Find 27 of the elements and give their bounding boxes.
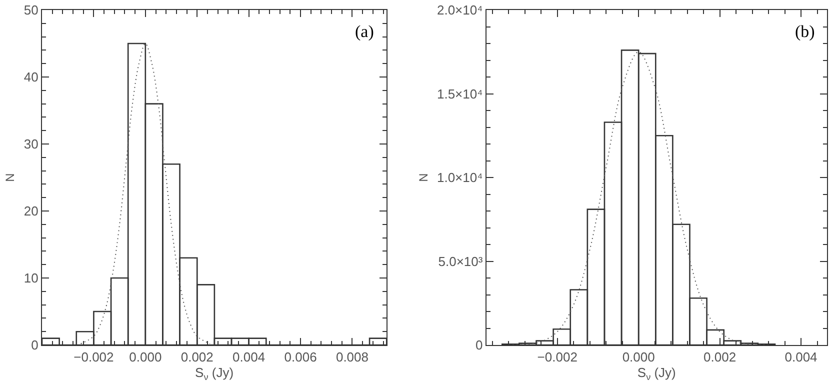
y-tick-label: 50 xyxy=(24,2,38,18)
y-axis-title: N xyxy=(416,173,430,182)
y-tick-label: 0 xyxy=(475,338,483,353)
y-tick-label: 2.0×10⁴ xyxy=(436,2,483,18)
x-tick-label: −0.002 xyxy=(537,350,578,365)
y-axis-title: N xyxy=(3,173,18,182)
x-tick-label: 0.000 xyxy=(622,350,655,365)
y-tick-label: 5.0×10³ xyxy=(438,254,484,269)
x-axis-title: S$_{ν}$ (Jy) xyxy=(637,365,676,382)
annotation: (a) xyxy=(355,22,374,41)
x-tick-label: 0.004 xyxy=(784,350,818,365)
x-tick-label: 0.006 xyxy=(284,350,317,365)
x-tick-label: 0.002 xyxy=(704,350,736,365)
y-tick-label: 1.0×10⁴ xyxy=(436,170,483,186)
x-tick-label: 0.002 xyxy=(180,350,214,365)
y-tick-label: 10 xyxy=(24,270,38,286)
y-tick-label: 1.5×10⁴ xyxy=(436,86,483,102)
x-tick-label: −0.002 xyxy=(74,350,114,365)
x-tick-label: 0.000 xyxy=(129,350,162,365)
y-tick-label: 30 xyxy=(24,136,38,152)
y-tick-label: 0 xyxy=(31,338,38,353)
y-tick-label: 40 xyxy=(24,70,38,85)
x-tick-label: 0.004 xyxy=(232,350,266,365)
y-tick-label: 20 xyxy=(24,204,38,219)
x-tick-label: 0.008 xyxy=(336,350,369,365)
x-axis-title: S$_{ν}$ (Jy) xyxy=(195,365,234,382)
annotation: (b) xyxy=(795,22,815,41)
